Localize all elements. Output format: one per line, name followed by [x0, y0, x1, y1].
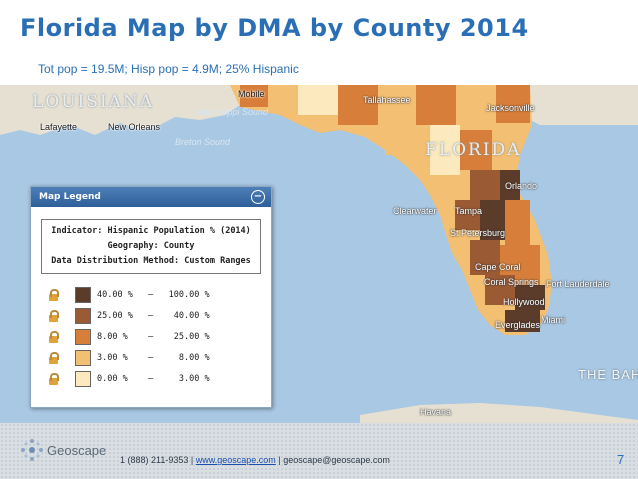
label-lafayette: Lafayette	[40, 122, 78, 132]
legend-swatch	[75, 370, 91, 387]
lock-icon[interactable]	[49, 330, 61, 343]
legend-range-label: 25.00 % — 40.00 %	[97, 310, 210, 321]
brand-name: Geoscape	[47, 442, 107, 458]
slide-subtitle: Tot pop = 19.5M; Hisp pop = 4.9M; 25% Hi…	[38, 62, 299, 76]
footer-website-link[interactable]: www.geoscape.com	[195, 455, 276, 465]
legend-row: 25.00 % — 40.00 %	[49, 305, 271, 326]
footer-separator: |	[190, 455, 194, 465]
label-miami: Miami	[541, 315, 565, 325]
legend-indicator: Indicator: Hispanic Population % (2014)	[51, 226, 251, 236]
county-patch	[416, 85, 456, 125]
county-patch	[298, 85, 338, 115]
map-canvas	[0, 85, 638, 423]
slide-title: Florida Map by DMA by County 2014	[20, 14, 529, 42]
legend-geography: Geography: County	[107, 241, 195, 251]
legend-indicator-box: Indicator: Hispanic Population % (2014) …	[41, 219, 261, 274]
lock-icon[interactable]	[49, 288, 61, 301]
legend-range-label: 8.00 % — 25.00 %	[97, 331, 210, 342]
label-mississippi-sound: Mississippi Sound	[196, 107, 269, 117]
county-patch	[455, 200, 480, 230]
footer-phone: 1 (888) 211-9353	[120, 455, 189, 465]
label-new-orleans: New Orleans	[108, 122, 161, 132]
county-patch	[338, 85, 378, 125]
label-tallahassee: Tallahassee	[363, 95, 411, 105]
geoscape-globe-icon	[21, 439, 43, 461]
label-everglades: Everglades	[495, 320, 541, 330]
county-patch	[470, 240, 500, 275]
county-patch	[430, 125, 460, 175]
legend-header: Map Legend −	[31, 187, 271, 207]
county-patch	[492, 123, 518, 168]
label-mobile: Mobile	[238, 89, 265, 99]
legend-row: 40.00 % — 100.00 %	[49, 284, 271, 305]
legend-swatch	[75, 286, 91, 303]
lock-icon[interactable]	[49, 372, 61, 385]
county-patch	[456, 85, 496, 130]
county-patch	[268, 85, 298, 113]
slide-footer	[0, 423, 638, 479]
county-patch	[515, 285, 545, 310]
county-patch	[240, 85, 268, 107]
label-fort-lauderdale: Fort Lauderdale	[546, 279, 610, 289]
cuba-land	[360, 403, 638, 423]
lock-icon[interactable]	[49, 309, 61, 322]
legend-range-label: 0.00 % — 3.00 %	[97, 373, 210, 384]
footer-contact: 1 (888) 211-9353 | www.geoscape.com | ge…	[120, 455, 390, 465]
county-patch	[480, 200, 505, 240]
legend-swatch	[75, 349, 91, 366]
county-patch	[460, 130, 492, 170]
label-coral-springs: Coral Springs	[484, 277, 539, 287]
county-patch	[505, 310, 540, 332]
county-patch	[470, 170, 500, 200]
footer-separator: |	[278, 455, 281, 465]
legend-method: Data Distribution Method: Custom Ranges	[51, 256, 251, 266]
label-florida: FLORIDA	[425, 140, 522, 160]
label-orlando: Orlando	[505, 181, 538, 191]
legend-swatch	[75, 307, 91, 324]
label-the-bahamas: THE BAH	[578, 367, 638, 382]
label-breton-sound: Breton Sound	[175, 137, 231, 147]
label-havana: Havana	[420, 407, 452, 417]
county-patch	[500, 170, 520, 200]
label-jacksonville: Jacksonville	[486, 103, 535, 113]
county-patch	[496, 85, 530, 123]
label-tampa: Tampa	[455, 206, 483, 216]
label-cape-coral: Cape Coral	[475, 262, 521, 272]
county-patch	[378, 85, 416, 119]
county-patch	[505, 200, 530, 245]
county-patch	[485, 275, 515, 305]
legend-range-label: 40.00 % — 100.00 %	[97, 289, 210, 300]
label-clearwater: Clearwater	[393, 206, 437, 216]
collapse-icon[interactable]: −	[251, 190, 265, 204]
label-st-petersburg: St Petersburg	[450, 228, 506, 238]
lock-icon[interactable]	[49, 351, 61, 364]
county-patch	[385, 125, 430, 155]
legend-row: 3.00 % — 8.00 %	[49, 347, 271, 368]
geoscape-logo: Geoscape	[20, 438, 106, 462]
legend-row: 0.00 % — 3.00 %	[49, 368, 271, 389]
map-legend-panel: Map Legend − Indicator: Hispanic Populat…	[30, 186, 272, 408]
page-number: 7	[617, 452, 625, 467]
legend-row: 8.00 % — 25.00 %	[49, 326, 271, 347]
legend-title: Map Legend	[39, 192, 101, 202]
label-louisiana: LOUISIANA	[32, 92, 155, 112]
legend-ranges: 40.00 % — 100.00 % 25.00 % — 40.00 % 8.0…	[49, 284, 271, 389]
legend-swatch	[75, 328, 91, 345]
legend-range-label: 3.00 % — 8.00 %	[97, 352, 210, 363]
label-hollywood: Hollywood	[503, 297, 545, 307]
footer-email: geoscape@geoscape.com	[283, 455, 390, 465]
